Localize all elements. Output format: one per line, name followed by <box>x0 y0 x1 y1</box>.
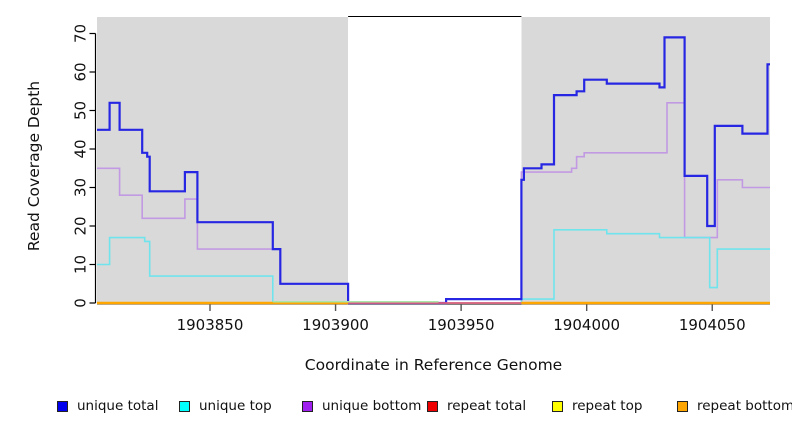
x-axis-title: Coordinate in Reference Genome <box>304 356 563 374</box>
y-tick-label: 0 <box>71 298 89 308</box>
legend-label: unique total <box>77 398 159 414</box>
legend-label: repeat bottom <box>697 398 792 414</box>
legend-item-repeat-total: repeat total <box>427 398 526 414</box>
background-band <box>521 17 770 303</box>
background-band <box>97 17 349 303</box>
y-tick-label: 30 <box>71 178 89 197</box>
x-tick-label: 1904050 <box>679 316 746 334</box>
legend-item-unique-top: unique top <box>179 398 272 414</box>
x-tick-label: 1904000 <box>553 316 620 334</box>
y-tick-label: 20 <box>71 216 89 235</box>
legend-item-repeat-bottom: repeat bottom <box>677 398 792 414</box>
legend-swatch-unique-bottom <box>302 400 313 412</box>
legend-swatch-unique-top <box>179 400 190 412</box>
legend-label: repeat total <box>447 398 527 414</box>
x-tick-label: 1903900 <box>302 316 369 334</box>
y-tick-label: 60 <box>71 62 89 81</box>
y-tick-label: 50 <box>71 101 89 120</box>
y-tick-label: 40 <box>71 139 89 158</box>
legend-swatch-repeat-top <box>552 400 563 412</box>
x-tick-label: 1903850 <box>177 316 244 334</box>
y-tick-label: 70 <box>71 24 89 43</box>
legend-item-unique-total: unique total <box>57 398 158 414</box>
y-tick-label: 10 <box>71 255 89 274</box>
legend-swatch-repeat-total <box>427 400 438 412</box>
series-line-unique-top <box>97 229 770 304</box>
legend-swatch-repeat-bottom <box>677 400 688 412</box>
series-line-unique-total <box>97 36 770 305</box>
legend-swatch-unique-total <box>57 400 68 412</box>
legend-label: unique top <box>199 398 272 414</box>
legend-item-repeat-top: repeat top <box>552 398 642 414</box>
x-tick-label: 1903950 <box>428 316 495 334</box>
legend-label: unique bottom <box>322 398 422 414</box>
legend-item-unique-bottom: unique bottom <box>302 398 421 414</box>
coverage-plot: 0 10 20 30 40 50 60 70 1903850 1903900 1903950 1904… <box>71 16 770 334</box>
legend-label: repeat top <box>572 398 643 414</box>
y-axis-title: Read Coverage Depth <box>25 80 43 252</box>
chart-legend: unique total unique top unique bottom repea… <box>0 398 792 420</box>
